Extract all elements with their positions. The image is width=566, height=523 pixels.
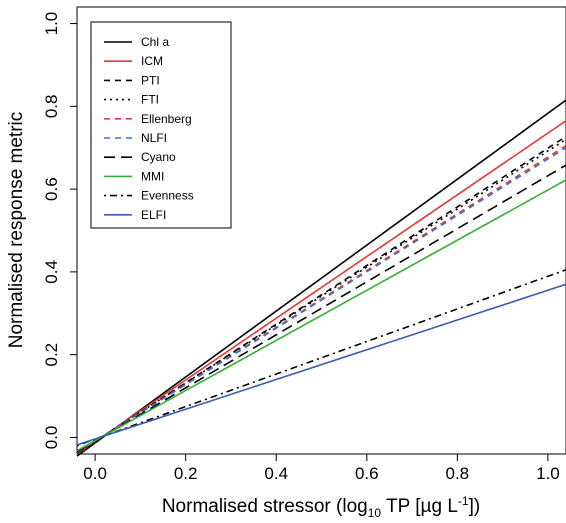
series-layer <box>76 99 566 457</box>
y-tick-label-0: 0.0 <box>42 426 61 450</box>
series-line-1 <box>76 120 566 455</box>
legend-label-4: Ellenberg <box>141 112 192 126</box>
x-axis-label: Normalised stressor (log10 TP [µg L-1]) <box>162 494 480 520</box>
y-axis-ticks: 0.0 0.2 0.4 0.6 0.8 1.0 <box>42 12 77 450</box>
series-line-0 <box>76 99 566 457</box>
y-tick-label-4: 0.8 <box>42 95 61 119</box>
x-axis-label-end: ]) <box>469 496 481 517</box>
x-axis-label-subscript: 10 <box>368 506 382 520</box>
legend-label-0: Chl a <box>141 35 169 49</box>
x-axis-label-main: Normalised stressor (log <box>162 496 368 517</box>
y-tick-label-2: 0.4 <box>42 260 61 284</box>
legend-box <box>90 21 232 229</box>
y-tick-label-1: 0.2 <box>42 343 61 367</box>
x-tick-label-1: 0.2 <box>174 464 198 483</box>
x-axis-label-superscript: -1 <box>458 494 469 508</box>
x-tick-label-4: 0.8 <box>446 464 470 483</box>
plot-frame <box>76 6 566 455</box>
x-tick-label-3: 0.6 <box>355 464 379 483</box>
y-tick-label-3: 0.6 <box>42 177 61 201</box>
legend-label-2: PTI <box>141 73 160 87</box>
legend-label-6: Cyano <box>141 150 176 164</box>
series-line-9 <box>76 283 566 446</box>
series-line-6 <box>76 164 566 453</box>
series-line-5 <box>76 147 566 453</box>
y-axis-label: Normalised response metric <box>6 112 27 349</box>
x-tick-label-2: 0.4 <box>264 464 288 483</box>
legend-label-5: NLFI <box>141 131 167 145</box>
y-tick-label-5: 1.0 <box>42 12 61 36</box>
series-line-2 <box>76 135 566 454</box>
series-line-3 <box>76 138 566 454</box>
legend-label-7: MMI <box>141 169 164 183</box>
series-line-4 <box>76 145 566 453</box>
legend-label-9: ELFI <box>141 208 166 222</box>
legend-label-8: Evenness <box>141 189 194 203</box>
x-axis-label-mid: TP [µg L <box>381 496 458 517</box>
series-line-8 <box>76 269 566 447</box>
legend-label-1: ICM <box>141 54 163 68</box>
x-tick-label-5: 1.0 <box>536 464 560 483</box>
legend-label-3: FTI <box>141 93 159 107</box>
x-axis-ticks: 0.0 0.2 0.4 0.6 0.8 1.0 <box>83 454 560 483</box>
legend-items: Chl a ICM PTI FTI Ellenberg NLFI Cyano MMI Evenn… <box>104 35 194 222</box>
series-line-7 <box>76 179 566 452</box>
x-tick-label-0: 0.0 <box>83 464 107 483</box>
legend: Chl a ICM PTI FTI Ellenberg NLFI Cyano MMI Evenn… <box>90 21 232 229</box>
